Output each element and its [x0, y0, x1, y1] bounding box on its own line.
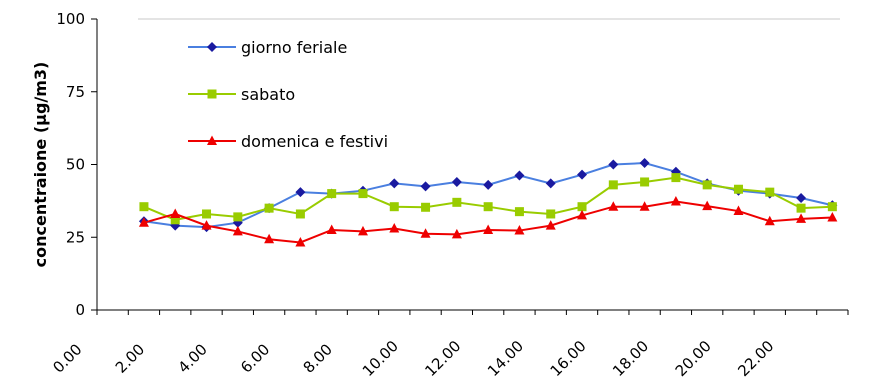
data-point [327, 189, 336, 198]
data-point [546, 209, 555, 218]
legend: giorno feriale sabato domenica e festivi [188, 38, 388, 151]
x-tick-label: 8.00 [300, 340, 336, 376]
x-tick-label: 16.00 [547, 337, 590, 380]
data-point [797, 204, 806, 213]
x-ticks: 0.00 2.00 4.00 6.00 8.00 10.00 12.00 14.00 16.00… [49, 310, 848, 380]
data-point [703, 180, 712, 189]
data-point [233, 212, 242, 221]
data-point [484, 202, 493, 211]
data-point [640, 158, 650, 168]
data-point [546, 178, 556, 188]
x-tick-label: 22.00 [734, 337, 777, 380]
x-tick-label: 2.00 [112, 340, 148, 376]
y-tick-label: 100 [56, 10, 85, 28]
x-tick-label: 14.00 [484, 337, 527, 380]
legend-entry: giorno feriale [188, 38, 347, 57]
legend-label: giorno feriale [241, 38, 347, 57]
data-point [389, 223, 399, 233]
series-1 [139, 158, 837, 232]
data-point [170, 208, 180, 218]
y-tick-label: 75 [66, 83, 85, 101]
data-point [765, 188, 774, 197]
x-tick-label: 12.00 [421, 337, 464, 380]
data-point [265, 204, 274, 213]
data-point [671, 196, 681, 206]
x-tick-label: 0.00 [49, 340, 85, 376]
data-point [389, 178, 399, 188]
y-axis-title: concentraione (µg/m3) [31, 62, 50, 268]
data-point [452, 177, 462, 187]
data-point [515, 207, 524, 216]
data-point [421, 203, 430, 212]
series-line [144, 163, 832, 227]
data-point [514, 171, 524, 181]
data-point [796, 193, 806, 203]
legend-entry: domenica e festivi [188, 132, 388, 151]
legend-label: sabato [241, 85, 295, 104]
data-point [734, 185, 743, 194]
data-point [828, 202, 837, 211]
legend-label: domenica e festivi [241, 132, 388, 151]
y-tick-label: 25 [66, 228, 85, 246]
y-tick-label: 0 [75, 301, 85, 319]
data-point [608, 160, 618, 170]
x-tick-label: 18.00 [609, 337, 652, 380]
data-point [208, 90, 217, 99]
data-point [139, 202, 148, 211]
x-tick-label: 10.00 [359, 337, 402, 380]
data-point [578, 202, 587, 211]
data-point [609, 180, 618, 189]
data-point [296, 209, 305, 218]
data-point [577, 170, 587, 180]
data-point [421, 181, 431, 191]
data-point [452, 198, 461, 207]
y-tick-label: 50 [66, 156, 85, 174]
data-point [671, 173, 680, 182]
x-tick-label: 6.00 [237, 340, 273, 376]
y-ticks: 0 25 50 75 100 [56, 10, 97, 319]
x-tick-label: 4.00 [174, 340, 210, 376]
x-tick-label: 20.00 [672, 337, 715, 380]
data-point [202, 209, 211, 218]
data-point [358, 189, 367, 198]
data-point [295, 187, 305, 197]
data-point [207, 42, 217, 52]
data-point [483, 180, 493, 190]
axes [97, 19, 848, 310]
legend-entry: sabato [188, 85, 295, 104]
series [139, 158, 837, 246]
data-point [390, 202, 399, 211]
data-point [640, 177, 649, 186]
